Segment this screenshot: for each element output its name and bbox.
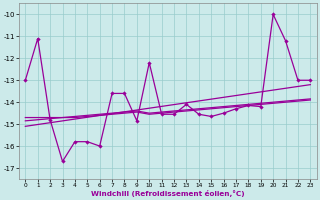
X-axis label: Windchill (Refroidissement éolien,°C): Windchill (Refroidissement éolien,°C)	[91, 190, 245, 197]
